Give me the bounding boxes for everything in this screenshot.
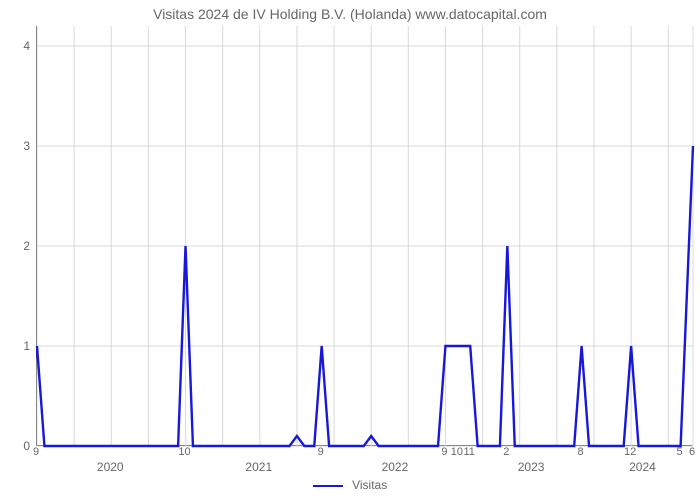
x-tick-minor-label: 9 <box>441 446 447 458</box>
chart-title: Visitas 2024 de IV Holding B.V. (Holanda… <box>0 6 700 22</box>
chart-svg <box>37 26 692 445</box>
chart-container: Visitas 2024 de IV Holding B.V. (Holanda… <box>0 0 700 500</box>
y-tick-label: 0 <box>6 439 30 453</box>
x-tick-minor-label: 2 <box>503 446 509 458</box>
x-tick-minor-label: 12 <box>624 446 636 458</box>
x-tick-minor-label: 9 <box>33 446 39 458</box>
x-tick-minor-label: 9 <box>318 446 324 458</box>
x-tick-major-label: 2021 <box>245 460 272 474</box>
legend-line-icon <box>313 485 343 487</box>
x-tick-minor-label: 11 <box>463 446 474 458</box>
x-tick-major-label: 2020 <box>97 460 124 474</box>
legend: Visitas <box>0 478 700 492</box>
x-tick-minor-label: 6 <box>689 446 695 458</box>
y-tick-label: 3 <box>6 139 30 153</box>
x-tick-minor-label: 5 <box>677 446 683 458</box>
x-tick-major-label: 2022 <box>382 460 409 474</box>
legend-label: Visitas <box>352 478 387 492</box>
y-tick-label: 1 <box>6 339 30 353</box>
x-tick-major-label: 2023 <box>518 460 545 474</box>
x-tick-minor-label: 8 <box>578 446 584 458</box>
x-tick-minor-label: 10 <box>451 446 463 458</box>
y-tick-label: 2 <box>6 239 30 253</box>
y-tick-label: 4 <box>6 39 30 53</box>
x-tick-major-label: 2024 <box>629 460 656 474</box>
plot-area <box>36 26 692 446</box>
x-tick-minor-label: 10 <box>178 446 190 458</box>
